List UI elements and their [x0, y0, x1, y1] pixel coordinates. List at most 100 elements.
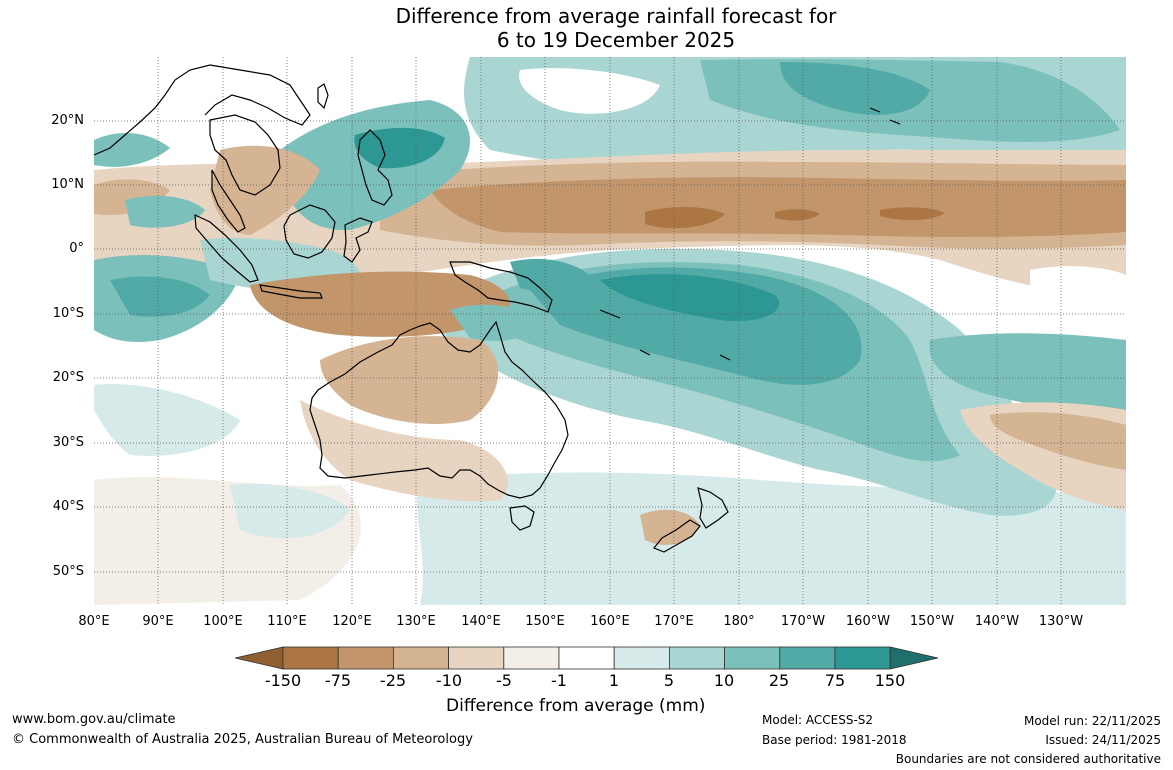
- anomaly-equatorial-dark-brown-3: [775, 209, 820, 221]
- legend-tick-label: -150: [264, 671, 302, 690]
- anomaly-spcz-strong: [530, 267, 862, 385]
- anomaly-new-zealand-brown: [640, 509, 700, 545]
- anomaly-australia-brown: [320, 336, 499, 425]
- legend-color-swatch: [392, 646, 449, 670]
- legend-tick-label: -25: [379, 671, 407, 690]
- coastlines: [93, 64, 901, 553]
- issued-date: Issued: 24/11/2025: [1045, 733, 1161, 747]
- anomaly-equatorial-dark-brown-2: [880, 207, 945, 221]
- website-url[interactable]: www.bom.gov.au/climate: [12, 712, 176, 727]
- legend-tick-label: -1: [551, 671, 567, 690]
- sumatra-coastline: [194, 214, 259, 283]
- legend-color-swatch: [724, 646, 781, 670]
- sulawesi-coastline: [343, 217, 373, 263]
- legend-tick-label: 150: [874, 671, 906, 690]
- taiwan-coastline: [317, 83, 329, 110]
- lat-label-40s: 40°S: [52, 499, 84, 514]
- java-coastline: [259, 284, 323, 299]
- new-guinea-coastline: [449, 261, 553, 313]
- legend-color-swatch: [448, 646, 505, 670]
- indochina-coastline: [209, 114, 281, 196]
- legend-tick-label: -75: [324, 671, 352, 690]
- anomaly-bay-bengal-teal: [94, 133, 170, 167]
- map-title-line2: 6 to 19 December 2025: [496, 28, 736, 52]
- model-name: Model: ACCESS-S2: [762, 713, 874, 727]
- legend-color-swatch: [337, 646, 394, 670]
- legend-tick-label: 10: [713, 671, 735, 690]
- malay-peninsula-coastline: [211, 169, 246, 233]
- lon-label-160w: 160°W: [845, 614, 891, 629]
- anomaly-new-guinea-strong: [510, 258, 590, 292]
- graticule: [94, 57, 1126, 605]
- lat-label-30s: 30°S: [52, 435, 84, 450]
- legend-color-swatch: [558, 646, 615, 670]
- anomaly-gulf-thailand-teal: [125, 195, 205, 228]
- legend-color-swatch: [669, 646, 726, 670]
- lat-label-50s: 50°S: [52, 564, 84, 579]
- lon-label-160e: 160°E: [590, 614, 630, 629]
- lon-label-150e: 150°E: [525, 614, 565, 629]
- lon-label-90e: 90°E: [142, 614, 174, 629]
- lon-label-100e: 100°E: [203, 614, 243, 629]
- lon-label-80e: 80°E: [78, 614, 110, 629]
- legend-tick-label: 25: [768, 671, 790, 690]
- lon-label-140w: 140°W: [974, 614, 1020, 629]
- lon-label-130e: 130°E: [396, 614, 436, 629]
- legend-tick-label: 1: [608, 671, 620, 690]
- new-zealand-north-coastline: [697, 487, 729, 529]
- australia-coastline: [309, 320, 569, 499]
- legend-color-swatch: [613, 646, 670, 670]
- anomaly-philippines-strong: [354, 127, 445, 169]
- anomaly-south-indian-patch: [230, 483, 350, 539]
- lat-label-10s: 10°S: [52, 306, 84, 321]
- legend-color-swatch: [282, 646, 339, 670]
- pacific-islands-coastline: [599, 107, 901, 361]
- borneo-coastline: [283, 204, 336, 259]
- anomaly-southeast-pacific-brown-2: [990, 412, 1126, 470]
- legend-color-swatch: [834, 646, 891, 670]
- lat-label-0: 0°: [69, 241, 84, 256]
- map-title-line1: Difference from average rainfall forecas…: [395, 4, 837, 28]
- lon-label-170e: 170°E: [654, 614, 694, 629]
- lon-label-140e: 140°E: [461, 614, 501, 629]
- legend-tick-label: -5: [496, 671, 512, 690]
- legend-arrow-low: [234, 646, 284, 670]
- lon-label-110e: 110°E: [267, 614, 307, 629]
- legend-color-swatch: [779, 646, 836, 670]
- legend-tick-label: 5: [663, 671, 675, 690]
- anomaly-equatorial-dark-brown: [645, 206, 725, 229]
- legend-color-swatch: [503, 646, 560, 670]
- lon-label-130w: 130°W: [1038, 614, 1084, 629]
- anomaly-south-china-sea-brown: [210, 145, 320, 235]
- anomaly-timor-sea-brown: [250, 271, 510, 337]
- anomaly-australia-light-brown: [300, 400, 508, 502]
- anomaly-spcz-peak: [600, 274, 779, 322]
- lon-label-120e: 120°E: [332, 614, 372, 629]
- lat-label-20n: 20°N: [51, 113, 84, 128]
- legend-arrow-high: [889, 646, 939, 670]
- legend-tick-label: 75: [824, 671, 846, 690]
- lat-label-20s: 20°S: [52, 370, 84, 385]
- legend-tick-label: -10: [435, 671, 463, 690]
- lon-label-170w: 170°W: [780, 614, 826, 629]
- boundaries-disclaimer: Boundaries are not considered authoritat…: [895, 752, 1161, 766]
- anomaly-indian-ocean-strong: [110, 276, 210, 317]
- asia-mainland-coastline: [93, 64, 311, 156]
- philippines-coastline: [357, 129, 393, 206]
- model-run-date: Model run: 22/11/2025: [1023, 714, 1161, 728]
- anomaly-west-light-teal: [94, 384, 240, 456]
- lon-label-150w: 150°W: [909, 614, 955, 629]
- anomaly-andaman-brown: [94, 179, 170, 215]
- base-period: Base period: 1981-2018: [762, 733, 907, 747]
- anomaly-equatorial-brown: [430, 177, 1126, 237]
- legend-title: Difference from average (mm): [446, 696, 706, 716]
- map-title: Difference from average rainfall forecas…: [0, 4, 1173, 52]
- tasmania-coastline: [509, 505, 535, 531]
- anomaly-north-pacific-strong: [780, 62, 930, 115]
- lat-label-10n: 10°N: [51, 177, 84, 192]
- new-zealand-south-coastline: [653, 519, 701, 553]
- anomaly-hawaii-white: [519, 68, 660, 114]
- lon-label-180: 180°: [723, 614, 755, 629]
- colorbar: [234, 646, 939, 670]
